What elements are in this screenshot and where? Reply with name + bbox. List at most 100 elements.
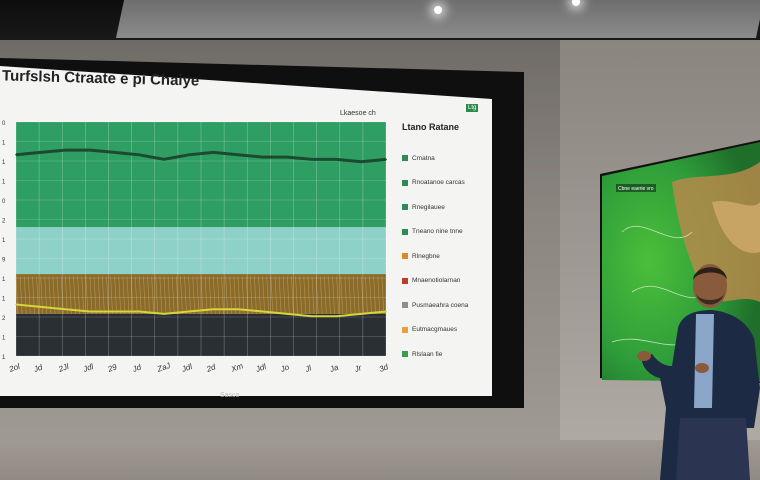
data-point	[89, 310, 91, 313]
data-point	[311, 315, 313, 318]
legend-item: Rlslaan fie	[402, 342, 486, 367]
x-tick-label: 2d	[204, 362, 217, 374]
wheat-stalk	[134, 276, 138, 314]
data-point	[113, 310, 116, 313]
wheat-stalk	[332, 276, 335, 314]
wheat-stalk	[225, 276, 229, 314]
legend-label: Cmatna	[412, 154, 435, 162]
x-tick-label: Jd	[130, 362, 142, 374]
wheat-stalk	[328, 276, 331, 314]
data-point	[187, 310, 190, 313]
wheat-stalk	[291, 276, 294, 314]
legend-swatch	[402, 253, 408, 260]
y-tick-label: 1	[2, 180, 6, 186]
data-point	[89, 149, 91, 151]
x-tick-label: Jl	[303, 363, 313, 374]
wheat-stalk	[369, 276, 372, 314]
legend-item: Rlnegbne	[402, 244, 486, 269]
presenter-hand	[637, 351, 651, 361]
wheat-stalk	[249, 276, 253, 314]
data-point	[15, 153, 17, 156]
wheat-stalk	[32, 276, 35, 314]
wheat-stalk	[130, 276, 134, 314]
presenter-trousers	[676, 418, 750, 480]
y-tick-label: 0	[2, 199, 6, 205]
data-point	[138, 310, 141, 313]
wheat-stalk	[208, 276, 212, 314]
wheat-stalk	[19, 276, 23, 314]
wheat-stalk	[373, 276, 377, 314]
data-point	[237, 153, 239, 156]
data-point	[39, 151, 42, 154]
data-point	[113, 151, 116, 154]
data-point	[335, 158, 338, 161]
wheat-stalk	[143, 276, 146, 314]
legend-item: Pusmaeahra coena	[402, 293, 486, 318]
wheat-stalk	[151, 276, 155, 314]
map-desert-region	[672, 162, 760, 302]
x-tick-label: Jdl	[254, 362, 268, 374]
x-tick-label: 29	[106, 362, 119, 374]
wheat-stalk	[352, 276, 356, 314]
wheat-stalk	[303, 276, 307, 314]
data-point	[39, 306, 42, 308]
data-point	[64, 149, 67, 151]
x-tick-label: ZaJ	[155, 361, 172, 375]
legend-swatch	[402, 228, 408, 235]
wheat-stalk	[212, 276, 216, 314]
data-point	[335, 315, 338, 318]
ceiling-spotlight	[572, 0, 580, 6]
wheat-stalk	[138, 276, 142, 314]
wheat-stalk	[69, 276, 72, 314]
data-point	[163, 313, 165, 315]
wheat-stalk	[106, 276, 109, 314]
legend-item: Mnaenotiolarnan	[402, 269, 486, 294]
data-point	[187, 153, 190, 156]
wheat-stalk	[254, 276, 257, 314]
legend-swatch	[402, 179, 408, 186]
wheat-stalk	[274, 276, 278, 314]
wheat-stalk	[118, 276, 122, 314]
y-tick-label: 2	[2, 316, 6, 322]
map-header-text: Cbne eaerie vro	[618, 186, 654, 192]
legend-label: Mnaenotiolarnan	[412, 277, 461, 285]
x-tick-label: Jd	[32, 362, 44, 374]
wheat-stalk	[365, 276, 368, 314]
wheat-stalk	[126, 276, 130, 314]
wheat-stalk	[282, 276, 286, 314]
wheat-stalk	[307, 276, 311, 314]
wheat-stalk	[200, 276, 204, 314]
data-point	[385, 310, 387, 313]
wheat-stalk	[299, 276, 303, 314]
wheat-stalk	[237, 276, 241, 314]
x-tick-label: 2ol	[7, 362, 21, 375]
legend-label: Eutmacgmaues	[412, 326, 458, 334]
wheat-stalk	[85, 276, 89, 314]
wheat-stalk	[286, 276, 290, 314]
data-point	[237, 308, 239, 310]
wheat-stalk	[167, 276, 171, 314]
wheat-stalk	[245, 276, 249, 314]
y-tick-label: 1	[2, 336, 6, 342]
data-point	[286, 156, 289, 158]
data-point	[138, 153, 141, 156]
wheat-stalk	[15, 276, 19, 314]
wheat-stalk	[171, 276, 175, 314]
data-point	[360, 313, 363, 315]
y-tick-label: 1	[2, 141, 6, 147]
x-tick-label: 3d	[378, 362, 390, 374]
x-tick-label: Ja	[328, 362, 340, 374]
wheat-stalk	[258, 276, 261, 314]
legend-swatch	[402, 326, 408, 333]
map-header-bar	[616, 184, 656, 192]
data-point	[261, 156, 264, 158]
y-tick-label: 2	[2, 219, 6, 225]
chart-top-label: Lkaesoe ch	[340, 110, 376, 117]
teal-band	[16, 227, 386, 275]
legend-item: Rnegilauee	[402, 195, 486, 220]
wheat-stalk	[77, 276, 81, 314]
wheat-stalk	[147, 276, 150, 314]
wheat-stalk	[122, 276, 126, 314]
wheat-stalk	[360, 276, 364, 314]
